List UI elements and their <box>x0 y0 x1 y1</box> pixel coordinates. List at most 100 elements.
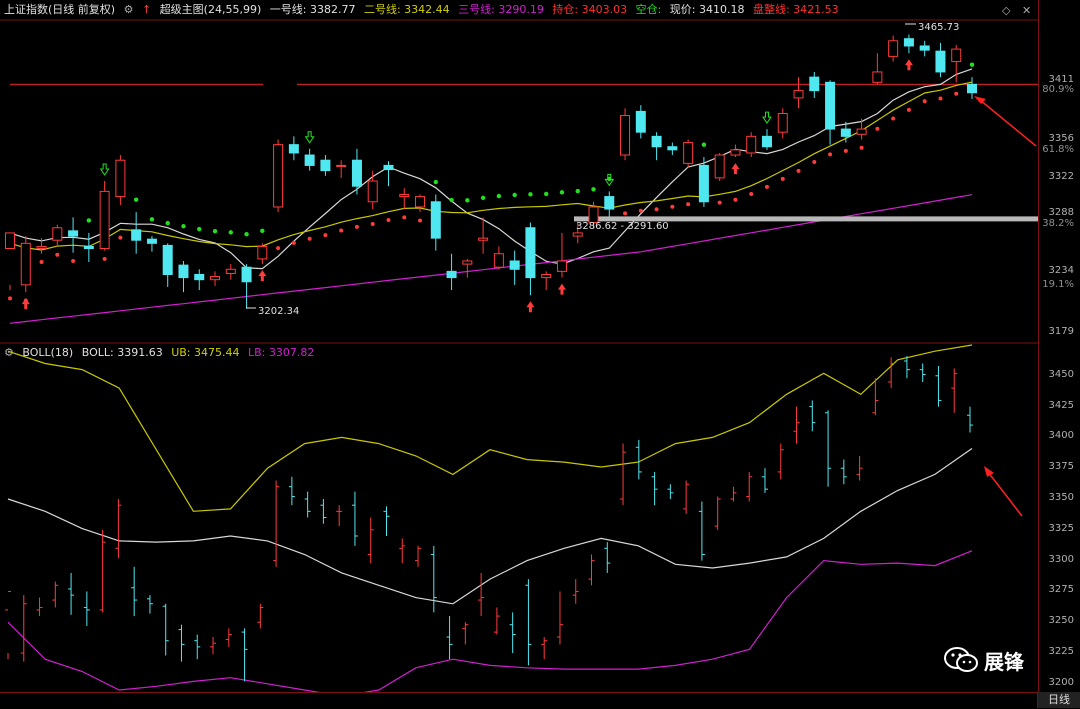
signal-dot-red <box>654 207 659 212</box>
boll-boll-line <box>7 448 973 605</box>
y-tick-boll: 3375 <box>1048 461 1074 473</box>
candle-body <box>793 90 804 99</box>
maximize-icon[interactable]: ◇ <box>1002 4 1011 17</box>
candle-body <box>336 164 347 167</box>
signal-dot-green <box>197 226 202 232</box>
signal-dot-red <box>307 236 312 241</box>
boll-settings-icon[interactable]: ⚙ <box>4 346 14 359</box>
candle-body <box>320 159 331 172</box>
up-arrow-icon: ↑ <box>141 3 152 16</box>
candle-body <box>146 238 157 244</box>
y-tick-boll: 3275 <box>1048 584 1074 596</box>
candle-body <box>509 260 520 270</box>
candle-body <box>809 76 820 92</box>
signal-dot-red <box>906 107 911 112</box>
signal-dot-red <box>749 191 754 196</box>
fib-label: 61.8% <box>1042 144 1074 155</box>
signal-dot-red <box>733 197 738 202</box>
signal-dot-red <box>922 99 927 104</box>
candle-body <box>99 190 110 250</box>
sell-arrow-icon <box>604 173 615 187</box>
signal-dot-red <box>764 184 769 189</box>
candle-body <box>840 128 851 137</box>
candle-body <box>888 40 899 57</box>
line1-value: 一号线: 3382.77 <box>269 3 356 16</box>
signal-dot-red <box>843 148 848 153</box>
annotation-arrowhead-2 <box>984 466 994 477</box>
candle-body <box>225 268 236 274</box>
candle-body <box>683 142 694 164</box>
signal-dot-green <box>433 179 439 185</box>
signal-dot-red <box>780 176 785 181</box>
signal-dot-red <box>8 296 12 301</box>
candle-body <box>493 253 504 268</box>
candle-body <box>714 154 725 179</box>
buy-arrow-icon <box>258 270 267 282</box>
signal-dot-red <box>859 145 864 150</box>
range-label: 3286.62 - 3291.60 <box>576 221 669 232</box>
signal-dot-green <box>480 195 486 201</box>
y-tick-top: 3179 <box>1048 326 1074 337</box>
signal-dot-red <box>828 152 833 157</box>
signal-dot-red <box>875 126 880 131</box>
y-tick-top: 3356 <box>1048 133 1074 144</box>
buy-arrow-icon <box>21 298 30 310</box>
signal-dot-green <box>86 218 92 223</box>
candle-body <box>967 83 977 94</box>
y-tick-boll: 3225 <box>1048 646 1074 658</box>
signal-dot-red <box>370 221 375 226</box>
pan-value: 盘整线: 3421.53 <box>752 3 839 16</box>
annotation-arrow-2 <box>987 471 1023 517</box>
settings-icon[interactable]: ⚙ <box>123 3 134 16</box>
candle-body <box>572 232 583 237</box>
candle-body <box>5 232 15 250</box>
candle-body <box>478 237 489 241</box>
window-controls[interactable]: ◇ ✕ <box>1002 4 1031 17</box>
candle-body <box>52 227 63 241</box>
support-band <box>574 216 1038 222</box>
candle-body <box>777 112 788 133</box>
period-button[interactable]: 日线 <box>1037 692 1080 708</box>
signal-dot-green <box>228 230 233 235</box>
candle-body <box>525 227 536 279</box>
candle-body <box>651 135 662 148</box>
candle-body <box>698 164 709 203</box>
candle-body <box>935 50 946 73</box>
signal-dot-red <box>386 218 391 223</box>
signal-dot-green <box>260 228 265 234</box>
signal-dot-green <box>559 190 565 195</box>
empty-value: 空仓: <box>635 3 665 16</box>
candle-body <box>761 135 772 148</box>
candle-body <box>430 201 441 239</box>
signal-dot-red <box>291 240 296 245</box>
signal-dot-red <box>717 200 722 205</box>
fib-label: 80.9% <box>1042 84 1074 95</box>
lb-value: LB: 3307.82 <box>248 346 315 359</box>
candle-body <box>556 260 567 272</box>
close-icon[interactable]: ✕ <box>1021 4 1032 17</box>
indicator-name[interactable]: 超级主图(24,55,99) <box>159 3 262 16</box>
signal-dot-green <box>575 188 580 194</box>
signal-dot-green <box>244 231 249 237</box>
signal-dot-red <box>891 116 896 121</box>
boll-name[interactable]: BOLL(18) <box>22 346 74 359</box>
candle-body <box>399 194 410 198</box>
signal-dot-red <box>623 211 628 216</box>
candle-body <box>68 230 79 237</box>
candle-body <box>635 110 646 133</box>
buy-arrow-icon <box>731 163 740 175</box>
signal-dot-green <box>465 198 470 203</box>
candle-body <box>273 144 284 208</box>
candle-body <box>903 38 914 47</box>
signal-dot-green <box>149 217 155 222</box>
signal-dot-green <box>591 187 596 192</box>
sell-arrow-icon <box>304 131 315 144</box>
line3-value: 三号线: 3290.19 <box>458 3 544 16</box>
signal-dot-green <box>543 191 549 197</box>
candle-body <box>162 244 173 275</box>
signal-dot-green <box>701 142 707 147</box>
sell-arrow-icon <box>762 111 772 124</box>
signal-dot-red <box>71 258 76 263</box>
y-tick-boll: 3250 <box>1048 615 1074 627</box>
